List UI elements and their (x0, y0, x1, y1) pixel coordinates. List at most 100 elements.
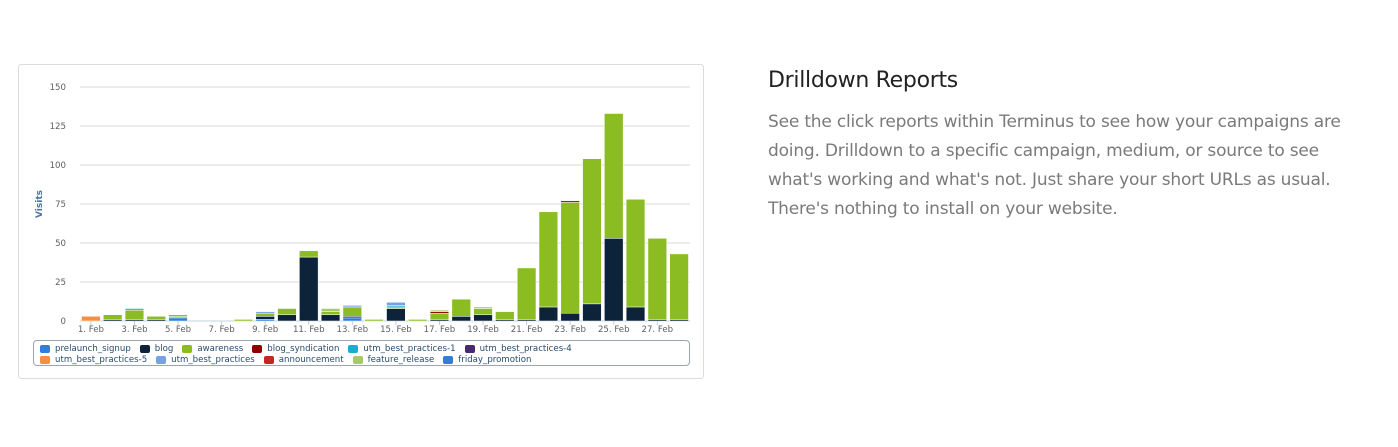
bar-segment (429, 312, 450, 320)
bar-segment (146, 316, 166, 320)
legend-item[interactable]: blog (139, 343, 174, 354)
bar-segment (408, 319, 428, 322)
legend-item[interactable]: awareness (182, 343, 243, 354)
x-tick-label: 23. Feb (554, 325, 586, 335)
y-tick-label: 25 (55, 278, 66, 288)
y-tick-label: 50 (55, 239, 66, 249)
legend-item[interactable]: utm_best_practices-4 (464, 343, 572, 354)
bar-segment (168, 314, 188, 317)
bar-segment (320, 311, 341, 316)
x-tick-label: 17. Feb (424, 325, 456, 335)
y-tick-label: 0 (61, 317, 66, 327)
legend-swatch (252, 344, 263, 353)
legend-label: prelaunch_signup (55, 343, 131, 354)
bar-segment (255, 316, 275, 320)
bar-segment (538, 211, 559, 308)
legend-swatch (352, 355, 363, 364)
bar-segment (604, 113, 624, 239)
legend-item[interactable]: utm_best_practices (156, 354, 255, 365)
panel-title: Drilldown Reports (768, 68, 958, 93)
x-tick-label: 21. Feb (511, 325, 543, 335)
legend-item[interactable]: friday_promotion (443, 354, 531, 365)
legend-item[interactable]: blog_syndication (252, 343, 339, 354)
bar-segment (429, 309, 450, 312)
bar-segment (124, 308, 145, 311)
bar-segment (386, 308, 406, 322)
y-tick-label: 150 (50, 83, 66, 93)
legend-label: utm_best_practices-4 (479, 343, 572, 354)
bar-segment (451, 316, 471, 322)
bar-segment (669, 253, 689, 320)
x-tick-label: 13. Feb (337, 325, 369, 335)
bar-segment (233, 319, 254, 322)
bar-segment (255, 311, 275, 314)
bar-segment (342, 305, 362, 308)
y-tick-label: 100 (50, 161, 66, 171)
bar-segment (277, 308, 297, 316)
bar-segment (473, 306, 493, 309)
legend-label: utm_best_practices (171, 354, 255, 365)
x-tick-label: 5. Feb (165, 325, 191, 335)
bar-segment (364, 319, 384, 322)
bar-segment (451, 298, 471, 317)
legend-label: awareness (197, 343, 244, 354)
legend-item[interactable]: utm_best_practices-1 (348, 343, 456, 354)
bar-segment (625, 199, 646, 308)
panel-description: See the click reports within Terminus to… (768, 112, 1341, 219)
legend-swatch (182, 344, 193, 353)
x-tick-label: 25. Feb (598, 325, 630, 335)
bar-segment (124, 309, 145, 320)
bar-segment (81, 316, 101, 322)
legend-item[interactable]: feature_release (352, 354, 435, 365)
bar-segment (473, 308, 493, 316)
legend-swatch (156, 355, 167, 364)
bar-segment (320, 308, 341, 312)
legend-swatch (443, 355, 454, 364)
chart-card: 0 25 50 75 100 125 150 Visits 1. Feb 3. Feb 5. Feb… (18, 64, 704, 379)
bar-segment (538, 306, 559, 322)
y-axis-title: Visits (35, 190, 45, 218)
bar-segment (168, 317, 188, 322)
legend-swatch (139, 344, 150, 353)
legend-label: utm_best_practices-5 (55, 354, 148, 365)
bar-segment (582, 303, 602, 322)
legend-swatch (263, 355, 274, 364)
legend-label: blog (154, 343, 174, 354)
x-tick-label: 19. Feb (467, 325, 499, 335)
x-tick-label: 15. Feb (380, 325, 412, 335)
legend-swatch (348, 344, 359, 353)
bar-segment (103, 314, 123, 320)
bar-segment (582, 158, 602, 305)
bar-segment (473, 314, 493, 322)
x-tick-label: 11. Feb (293, 325, 325, 335)
bar-segment (647, 238, 667, 320)
x-tick-label: 7. Feb (209, 325, 235, 335)
bar-segment (625, 306, 646, 322)
legend-item[interactable]: announcement (263, 354, 344, 365)
bar-segment (516, 267, 537, 320)
legend-label: feature_release (367, 354, 435, 365)
bar-segment (320, 314, 341, 322)
x-tick-label: 9. Feb (252, 325, 278, 335)
bar-segment (560, 202, 580, 314)
bar-segment (299, 250, 319, 258)
bar-segment (604, 238, 624, 322)
legend-swatch (40, 344, 50, 353)
legend-label: friday_promotion (458, 354, 532, 365)
bar-segment (560, 312, 580, 322)
bar-segment (299, 256, 319, 322)
legend-label: announcement (278, 354, 344, 365)
bar-segment (342, 306, 362, 317)
legend-label: blog_syndication (267, 343, 340, 354)
stacked-bar-chart: 0 25 50 75 100 125 150 Visits 1. Feb 3. Feb 5. Feb… (35, 83, 690, 335)
x-tick-label: 27. Feb (642, 325, 674, 335)
text-panel: Drilldown Reports See the click reports … (768, 68, 1368, 224)
legend-item[interactable]: utm_best_practices-5 (40, 354, 147, 365)
bar-segment (495, 311, 515, 320)
bar-segment (342, 317, 362, 322)
legend-item[interactable]: prelaunch_signup (40, 343, 131, 354)
legend-swatch (464, 344, 475, 353)
y-tick-label: 125 (50, 122, 66, 132)
bar-segment (255, 312, 275, 317)
bar-segment (277, 314, 297, 322)
